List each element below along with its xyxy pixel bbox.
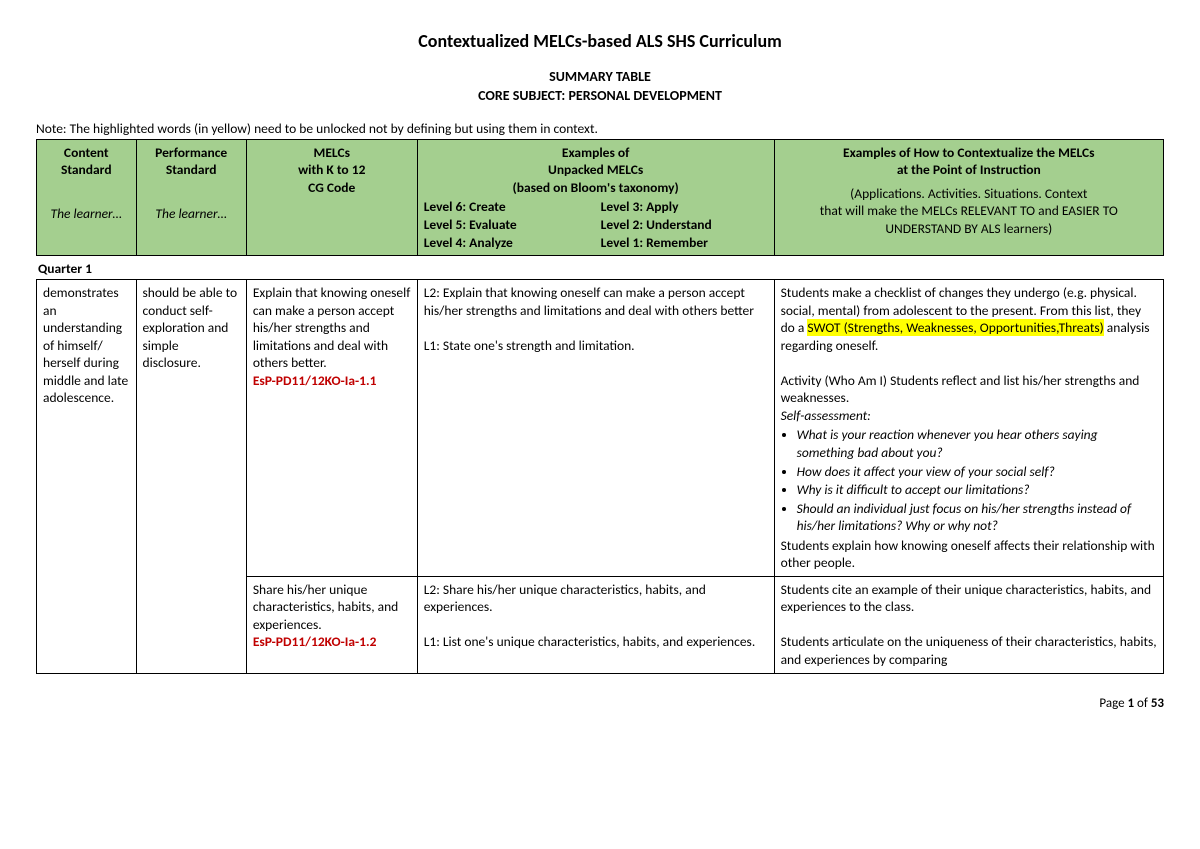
header-unpacked: Examples of Unpacked MELCs (based on Blo… — [417, 139, 774, 255]
learner-label: The learner… — [43, 205, 130, 223]
hdr-text: Standard — [166, 161, 217, 178]
bloom-levels: Level 6: Create Level 3: Apply Level 5: … — [424, 198, 768, 251]
unlock-note: Note: The highlighted words (in yellow) … — [36, 120, 1164, 137]
cell-context: Students cite an example of their unique… — [774, 576, 1163, 673]
unpacked-l2: L2: Explain that knowing oneself can mak… — [424, 284, 754, 319]
footer-total: 53 — [1151, 696, 1164, 711]
hdr-text: Unpacked MELCs — [548, 161, 643, 178]
melc-text: Share his/her unique characteristics, ha… — [253, 581, 398, 633]
table-row: demonstrates an understanding of himself… — [37, 280, 1164, 577]
unpacked-l2: L2: Share his/her unique characteristics… — [424, 581, 706, 616]
hdr-sub-text: (Applications. Activities. Situations. C… — [850, 185, 1087, 202]
footer-mid: of — [1134, 696, 1151, 711]
ctx-text: Students articulate on the uniqueness of… — [781, 633, 1157, 668]
hdr-text: CG Code — [308, 179, 355, 196]
question-list: What is your reaction whenever you hear … — [797, 426, 1157, 534]
bloom-l5: Level 5: Evaluate — [424, 216, 591, 234]
hdr-text: MELCs — [314, 144, 350, 161]
unpacked-l1: L1: State one's strength and limitation. — [424, 337, 635, 354]
header-content-standard: Content Standard The learner… — [37, 139, 137, 255]
header-row: Content Standard The learner… Performanc… — [37, 139, 1164, 255]
hdr-text: (based on Bloom's taxonomy) — [513, 179, 679, 196]
header-melcs: MELCs with K to 12 CG Code — [246, 139, 417, 255]
highlighted-term: SWOT (Strengths, Weaknesses, Opportuniti… — [807, 319, 1103, 336]
bloom-l6: Level 6: Create — [424, 198, 591, 216]
ctx-text: Students explain how knowing oneself aff… — [781, 537, 1155, 572]
ctx-text: Students cite an example of their unique… — [781, 581, 1152, 616]
quarter-label: Quarter 1 — [36, 258, 1164, 279]
subtitle-line2: CORE SUBJECT: PERSONAL DEVELOPMENT — [478, 87, 722, 104]
footer-prefix: Page — [1099, 696, 1127, 711]
hdr-text: Examples of — [562, 144, 630, 161]
header-contextualize: Examples of How to Contextualize the MEL… — [774, 139, 1163, 255]
header-table: Content Standard The learner… Performanc… — [36, 139, 1164, 256]
hdr-sub-text: UNDERSTAND BY ALS learners) — [885, 220, 1052, 237]
page-title: Contextualized MELCs-based ALS SHS Curri… — [36, 30, 1164, 52]
list-item: How does it affect your view of your soc… — [797, 463, 1157, 481]
header-performance-standard: Performance Standard The learner… — [136, 139, 246, 255]
page-subtitle: SUMMARY TABLE CORE SUBJECT: PERSONAL DEV… — [36, 68, 1164, 106]
page-footer: Page 1 of 53 — [36, 696, 1164, 711]
cell-performance-standard: should be able to conduct self-explorati… — [136, 280, 246, 673]
cg-code: EsP-PD11/12KO-Ia-1.2 — [253, 633, 377, 650]
melc-text: Explain that knowing oneself can make a … — [253, 284, 411, 371]
hdr-text: Content — [64, 144, 109, 161]
unpacked-l1: L1: List one's unique characteristics, h… — [424, 633, 756, 650]
hdr-text: Examples of How to Contextualize the MEL… — [843, 144, 1095, 161]
list-item: Should an individual just focus on his/h… — [797, 500, 1157, 535]
body-table: demonstrates an understanding of himself… — [36, 279, 1164, 673]
cg-code: EsP-PD11/12KO-Ia-1.1 — [253, 372, 377, 389]
ctx-text: Activity (Who Am I) Students reflect and… — [781, 372, 1140, 407]
list-item: Why is it difficult to accept our limita… — [797, 481, 1157, 499]
cell-unpacked: L2: Share his/her unique characteristics… — [417, 576, 774, 673]
learner-label: The learner… — [143, 205, 240, 223]
hdr-text: with K to 12 — [298, 161, 365, 178]
bloom-l4: Level 4: Analyze — [424, 234, 591, 252]
subtitle-line1: SUMMARY TABLE — [549, 68, 651, 85]
hdr-text: Standard — [61, 161, 112, 178]
hdr-text: at the Point of Instruction — [897, 161, 1041, 178]
hdr-sub: (Applications. Activities. Situations. C… — [781, 185, 1157, 238]
cell-context: Students make a checklist of changes the… — [774, 280, 1163, 577]
self-assessment-label: Self-assessment: — [781, 407, 871, 424]
bloom-l1: Level 1: Remember — [601, 234, 768, 252]
cell-content-standard: demonstrates an understanding of himself… — [37, 280, 137, 673]
bloom-l2: Level 2: Understand — [601, 216, 768, 234]
bloom-l3: Level 3: Apply — [601, 198, 768, 216]
cell-unpacked: L2: Explain that knowing oneself can mak… — [417, 280, 774, 577]
hdr-sub-text: that will make the MELCs RELEVANT TO and… — [820, 202, 1118, 219]
hdr-text: Performance — [155, 144, 227, 161]
list-item: What is your reaction whenever you hear … — [797, 426, 1157, 461]
cell-melc: Explain that knowing oneself can make a … — [246, 280, 417, 577]
cell-melc: Share his/her unique characteristics, ha… — [246, 576, 417, 673]
